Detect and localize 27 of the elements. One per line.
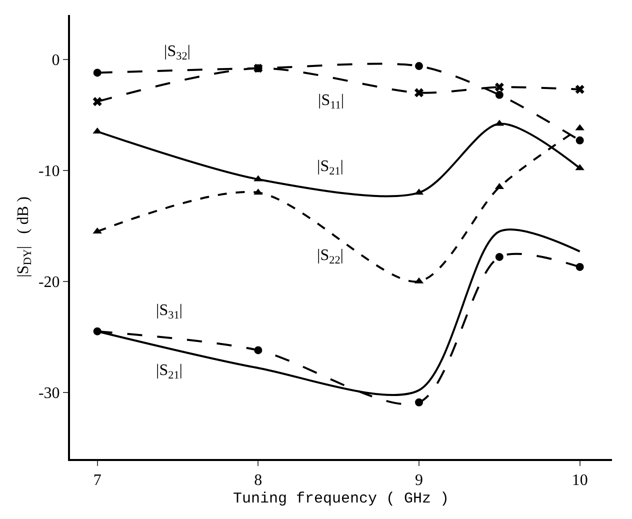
y-tick-label: -10 bbox=[38, 163, 60, 180]
y-tick-label: -20 bbox=[38, 274, 60, 291]
series-label: |S$_{32}$| bbox=[164, 43, 190, 62]
x-tick-label: 8 bbox=[254, 472, 262, 490]
series-label: |S$_{21}$| bbox=[156, 362, 182, 382]
point bbox=[576, 136, 584, 144]
point bbox=[495, 90, 504, 99]
point bbox=[494, 82, 504, 92]
point bbox=[92, 97, 102, 106]
point bbox=[415, 398, 423, 406]
x-tick-label: 7 bbox=[93, 472, 102, 490]
point bbox=[575, 84, 584, 94]
series-label: |S$_{21}$| bbox=[317, 158, 344, 178]
point bbox=[93, 68, 102, 77]
y-tick-label: -30 bbox=[38, 385, 60, 402]
series-label: |S$_{31}$| bbox=[156, 302, 182, 322]
series-label: |S$_{11}$| bbox=[318, 92, 344, 112]
point bbox=[495, 252, 504, 261]
point bbox=[254, 346, 262, 354]
y-tick-label: 0 bbox=[52, 52, 60, 69]
point bbox=[576, 262, 584, 271]
x-tick-label: 9 bbox=[415, 472, 423, 490]
series-label: |S$_{22}$| bbox=[317, 247, 344, 266]
x-axis-title: Tuning frequency ( GHz ) bbox=[232, 490, 450, 508]
point bbox=[414, 88, 424, 98]
x-tick-label: 10 bbox=[572, 472, 588, 490]
point bbox=[415, 62, 423, 70]
